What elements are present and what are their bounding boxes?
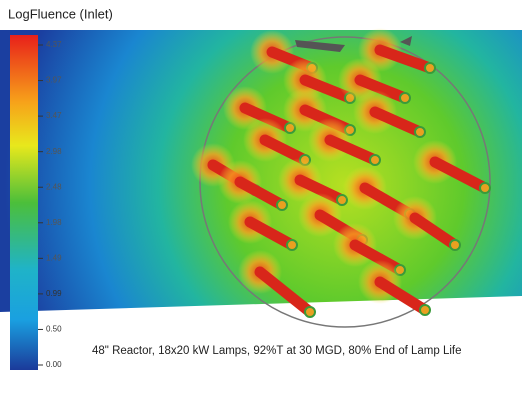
lamp — [324, 134, 381, 166]
colorbar-label: 3.47 — [46, 111, 62, 120]
lamp-end — [449, 239, 461, 251]
colorbar-label: 2.98 — [46, 147, 62, 156]
lamp — [234, 176, 288, 211]
baffle — [295, 40, 345, 52]
colorbar-label: 0.99 — [46, 289, 62, 298]
baffle — [400, 36, 412, 46]
colorbar-label: 1.98 — [46, 218, 62, 227]
lamp-end — [424, 62, 436, 74]
lamp — [409, 212, 461, 251]
colorbar-label: 3.97 — [46, 76, 62, 85]
colorbar-label: 2.48 — [46, 182, 62, 191]
colorbar — [10, 35, 38, 370]
lamp-end — [479, 182, 491, 194]
lamp-end — [414, 126, 426, 138]
lamp — [369, 106, 426, 138]
lamp — [299, 74, 356, 104]
title: LogFluence (Inlet) — [8, 6, 113, 21]
lamp-end — [304, 306, 316, 318]
colorbar-label: 4.37 — [46, 40, 62, 49]
lamp — [244, 216, 298, 251]
lamp — [294, 174, 348, 206]
lamp — [374, 276, 431, 316]
lamp-end — [419, 304, 431, 316]
colorbar-label: 0.00 — [46, 360, 62, 369]
lamps — [191, 28, 491, 318]
lamp-end — [276, 199, 288, 211]
lamp — [259, 134, 311, 166]
colorbar-label: 1.49 — [46, 253, 62, 262]
lamp-end — [399, 92, 411, 104]
lamp — [429, 156, 491, 194]
caption: 48" Reactor, 18x20 kW Lamps, 92%T at 30 … — [92, 345, 462, 357]
colorbar-label: 0.50 — [46, 325, 62, 334]
lamp — [254, 266, 316, 318]
lamp-end — [369, 154, 381, 166]
lamp-end — [286, 239, 298, 251]
lamp — [374, 44, 436, 74]
lamp — [354, 74, 411, 104]
lamp — [239, 102, 296, 134]
